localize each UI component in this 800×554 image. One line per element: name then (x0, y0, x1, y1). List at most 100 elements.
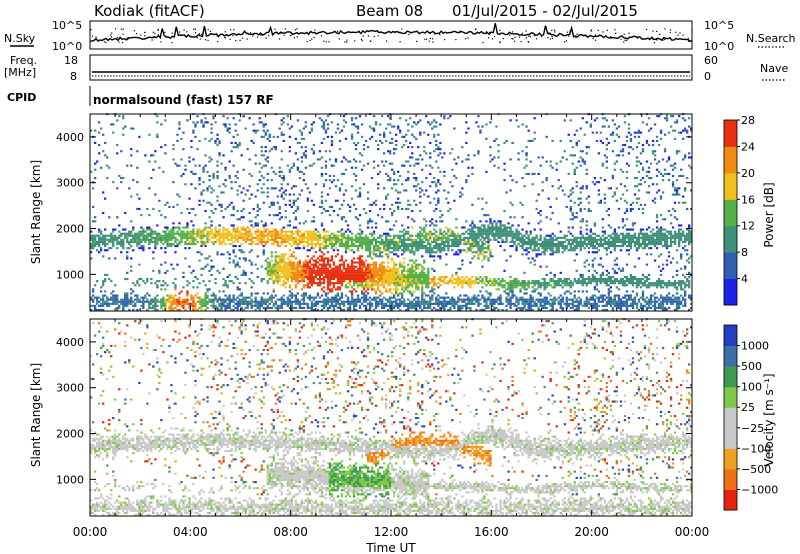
range-gate-cell (421, 168, 424, 171)
range-gate-cell (302, 245, 306, 248)
range-gate-cell (234, 265, 237, 268)
range-gate-cell (485, 300, 488, 303)
range-gate-cell (184, 232, 187, 235)
range-gate-cell (421, 282, 424, 285)
range-gate-cell (188, 240, 191, 243)
range-gate-cell (172, 296, 175, 299)
range-gate-cell (216, 195, 219, 198)
range-gate-cell (290, 125, 294, 128)
range-gate-cell (116, 216, 119, 219)
range-gate-cell (184, 302, 187, 305)
range-gate-cell (288, 276, 292, 279)
range-gate-cell (274, 187, 277, 190)
range-gate-cell (471, 236, 474, 239)
range-gate-cell (356, 127, 360, 130)
range-gate-cell (204, 308, 207, 311)
range-gate-cell (477, 278, 480, 281)
range-gate-cell (184, 234, 187, 237)
range-gate-cell (186, 232, 189, 235)
range-gate-cell (98, 243, 101, 246)
range-gate-cell (413, 177, 416, 180)
range-gate-cell (491, 255, 494, 258)
range-gate-cell (473, 296, 476, 299)
range-gate-cell (366, 249, 370, 252)
range-gate-cell (204, 210, 207, 213)
range-gate-cell (383, 232, 386, 235)
range-gate-cell (360, 154, 364, 157)
range-gate-cell (270, 243, 273, 246)
range-gate-cell (431, 296, 434, 299)
range-gate-cell (240, 236, 243, 239)
range-gate-cell (168, 230, 171, 233)
range-gate-cell (94, 129, 97, 132)
range-gate-cell (222, 226, 225, 229)
range-gate-cell (453, 298, 456, 301)
range-gate-cell (142, 228, 145, 231)
noise-search-dot (399, 41, 401, 43)
range-gate-cell (370, 302, 374, 305)
range-gate-cell (104, 234, 107, 237)
range-gate-cell (218, 230, 221, 233)
range-gate-cell (240, 234, 243, 237)
range-gate-cell (234, 181, 237, 184)
range-gate-cell (358, 115, 362, 118)
range-gate-cell (368, 210, 372, 213)
range-gate-cell (284, 240, 287, 243)
range-gate-cell (393, 148, 396, 151)
range-gate-cell (411, 146, 414, 149)
range-gate-cell (389, 278, 392, 281)
range-gate-cell (475, 243, 478, 246)
range-gate-cell (222, 234, 225, 237)
range-gate-cell (246, 304, 249, 307)
noise-search-dot (444, 39, 446, 41)
range-gate-cell (431, 290, 434, 293)
range-gate-cell (218, 139, 221, 142)
range-gate-cell (316, 234, 320, 237)
range-gate-cell (415, 286, 418, 289)
range-gate-cell (419, 201, 422, 204)
range-gate-cell (439, 280, 442, 283)
range-gate-cell (258, 300, 261, 303)
range-gate-cell (350, 302, 354, 305)
range-gate-cell (403, 249, 406, 252)
range-gate-cell (164, 152, 167, 155)
range-gate-cell (383, 131, 386, 134)
range-gate-cell (220, 302, 223, 305)
range-gate-cell (282, 236, 285, 239)
range-gate-cell (194, 304, 197, 307)
range-gate-cell (467, 298, 470, 301)
range-gate-cell (208, 234, 211, 237)
range-gate-cell (483, 232, 486, 235)
range-gate-cell (328, 278, 332, 281)
range-gate-cell (415, 304, 418, 307)
range-gate-cell (300, 131, 304, 134)
range-gate-cell (122, 306, 125, 309)
noise-search-dot (159, 37, 162, 39)
range-gate-cell (491, 158, 494, 161)
range-gate-cell (330, 135, 334, 138)
range-gate-cell (387, 276, 390, 279)
range-gate-cell (409, 304, 412, 307)
range-gate-cell (352, 298, 356, 301)
range-gate-cell (204, 302, 207, 305)
range-gate-cell (304, 240, 308, 243)
range-gate-cell (403, 189, 406, 192)
range-gate-cell (300, 267, 304, 270)
range-gate-cell (324, 160, 328, 163)
range-gate-cell (328, 214, 332, 217)
range-gate-cell (318, 276, 322, 279)
range-gate-cell (364, 273, 368, 276)
range-gate-cell (270, 273, 273, 276)
range-gate-cell (397, 127, 400, 130)
range-gate-cell (366, 247, 370, 250)
range-gate-cell (433, 119, 436, 122)
range-gate-cell (387, 282, 390, 285)
range-gate-cell (306, 210, 310, 213)
range-gate-cell (421, 238, 424, 241)
range-gate-cell (391, 273, 394, 276)
range-gate-cell (495, 222, 498, 225)
range-gate-cell (459, 280, 462, 283)
range-gate-cell (407, 308, 410, 311)
range-gate-cell (485, 306, 488, 309)
range-gate-cell (320, 271, 324, 274)
